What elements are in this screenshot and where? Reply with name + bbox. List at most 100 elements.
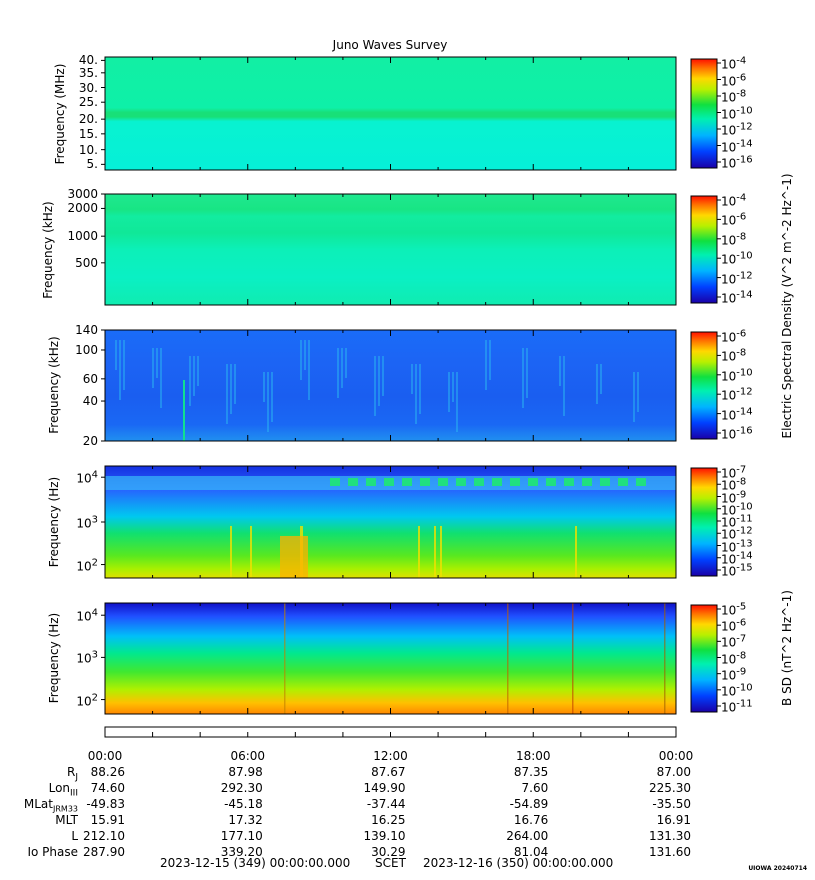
panel3-emission bbox=[304, 340, 306, 370]
panel3-colorbar-tick-label: 10-6 bbox=[721, 328, 747, 345]
panel3-colorbar-tick-label: 10-14 bbox=[721, 406, 753, 423]
ephemeris-value: 87.98 bbox=[228, 765, 263, 779]
panel1-colorbar-tick-label: 10-16 bbox=[721, 154, 753, 171]
panel4-emission bbox=[474, 478, 484, 486]
ephemeris-value: 225.30 bbox=[649, 781, 691, 795]
panel4-colorbar-tick-label: 10-13 bbox=[721, 538, 753, 554]
ephemeris-row-label: RJ bbox=[67, 765, 78, 783]
panel3-emission bbox=[637, 372, 639, 412]
panel4-ytick-label: 103 bbox=[76, 514, 98, 531]
panel4-emission bbox=[546, 478, 556, 486]
panel1-ytick-label: 15. bbox=[78, 126, 98, 141]
panel1-ytick-label: 5. bbox=[86, 157, 98, 172]
panel3-emission bbox=[559, 356, 561, 386]
panel1-colorbar-tick-label: 10-8 bbox=[721, 88, 747, 105]
ephemeris-value: 212.10 bbox=[83, 829, 125, 843]
panel1-ytick-label: 20. bbox=[78, 112, 98, 127]
ephemeris-value: 7.60 bbox=[521, 781, 549, 795]
panel4-emission bbox=[366, 478, 376, 486]
panel3-emission bbox=[230, 364, 232, 414]
panel4-emission bbox=[384, 478, 394, 486]
ephemeris-value: 16.91 bbox=[656, 813, 691, 827]
panel3-emission bbox=[411, 364, 413, 394]
panel4-emission bbox=[402, 478, 412, 486]
ephemeris-value: 87.67 bbox=[371, 765, 406, 779]
panel5-emission bbox=[284, 603, 286, 714]
panel4-emission bbox=[230, 526, 232, 578]
panel4-colorbar-tick-label: 10-14 bbox=[721, 550, 753, 567]
panel1-colorbar bbox=[690, 58, 718, 169]
panel3-emission bbox=[596, 364, 598, 404]
ephemeris-value: 87.00 bbox=[656, 765, 691, 779]
panel3-emission bbox=[123, 340, 125, 390]
panel3-spectrogram bbox=[105, 330, 676, 441]
panel4-emission bbox=[582, 478, 592, 486]
ephemeris-value: 287.90 bbox=[83, 845, 125, 859]
panel3-emission bbox=[448, 372, 450, 412]
panel5-colorbar bbox=[690, 604, 718, 713]
bsd-colorbar-label: B SD (nT^2 Hz^-1) bbox=[780, 590, 794, 706]
panel4-colorbar bbox=[690, 467, 718, 577]
panel5-colorbar-tick-label: 10-11 bbox=[721, 698, 753, 715]
ephemeris-value: 30.29 bbox=[371, 845, 406, 859]
panel2-ytick-label: 1000 bbox=[67, 229, 98, 244]
panel3-emission bbox=[308, 340, 310, 400]
ephemeris-row-label: MLatJRM33 bbox=[23, 797, 78, 814]
panel3-emission bbox=[452, 372, 454, 402]
panel1-ytick-label: 30. bbox=[78, 80, 98, 95]
panel3-emission bbox=[419, 364, 421, 414]
scet-start: 2023-12-15 (349) 00:00:00.000 bbox=[160, 856, 351, 870]
ephemeris-value: 87.35 bbox=[513, 765, 549, 779]
time-tick-label: 00:00 bbox=[87, 749, 123, 763]
panel3-emission bbox=[271, 372, 273, 422]
panel2-ylabel: Frequency (kHz) bbox=[41, 201, 55, 299]
panel5-ylabel: Frequency (Hz) bbox=[47, 612, 61, 704]
version-stamp: UIOWA 20240714 bbox=[748, 865, 807, 872]
panel5-emission bbox=[572, 603, 574, 714]
ephemeris-value: -37.44 bbox=[366, 797, 406, 811]
ephemeris-value: 74.60 bbox=[90, 781, 125, 795]
panel4-colorbar-tick-label: 10-15 bbox=[721, 562, 753, 579]
panel3-emission bbox=[456, 372, 458, 432]
panel4-colorbar-tick-label: 10-12 bbox=[721, 525, 753, 542]
ephemeris-value: 264.00 bbox=[506, 829, 549, 843]
panel3-emission bbox=[197, 356, 199, 386]
ephemeris-value: 16.76 bbox=[513, 813, 549, 827]
time-tick-label: 12:00 bbox=[373, 749, 408, 763]
panel3-colorbar bbox=[690, 331, 718, 440]
panel3-emission bbox=[193, 356, 195, 396]
panel5-spectrogram bbox=[105, 603, 676, 714]
ephemeris-value: 15.91 bbox=[90, 813, 125, 827]
panel3-emission bbox=[563, 356, 565, 416]
panel1-colorbar-tick-label: 10-6 bbox=[721, 72, 747, 88]
panel4-burst bbox=[280, 536, 308, 578]
panel3-emission bbox=[526, 348, 528, 398]
panel3-emission bbox=[189, 356, 191, 406]
ephemeris-value: 177.10 bbox=[220, 829, 263, 843]
panel5-colorbar-tick-label: 10-9 bbox=[721, 666, 747, 683]
ephemeris-row-label: MLT bbox=[55, 813, 78, 827]
panel3-emission bbox=[633, 372, 635, 422]
ephemeris-value: 88.26 bbox=[90, 765, 125, 779]
panel4-emission bbox=[348, 478, 358, 486]
panel3-colorbar-tick-label: 10-12 bbox=[721, 386, 753, 403]
panel4-emission bbox=[528, 478, 538, 486]
panel3-ytick-label: 20 bbox=[82, 434, 98, 448]
electric-colorbar-label: Electric Spectral Density (V^2 m^-2 Hz^-… bbox=[780, 173, 794, 439]
ephemeris-value: -35.50 bbox=[652, 797, 691, 811]
ephemeris-row-label: LonIII bbox=[48, 781, 78, 799]
panel4-emission bbox=[434, 526, 436, 578]
panel4-emission bbox=[492, 478, 502, 486]
panel1-colorbar-tick-label: 10-14 bbox=[721, 138, 753, 154]
panel2-colorbar-tick-label: 10-12 bbox=[721, 270, 753, 287]
panel3-emission bbox=[374, 356, 376, 416]
panel1-colorbar-tick-label: 10-12 bbox=[721, 121, 753, 138]
panel5-ytick-label: 103 bbox=[76, 649, 98, 666]
panel2-colorbar bbox=[690, 195, 718, 304]
panel3-emission bbox=[263, 372, 265, 402]
time-tick-label: 00:00 bbox=[658, 749, 694, 763]
panel5-colorbar-tick-label: 10-8 bbox=[721, 650, 747, 666]
ephemeris-value: -45.18 bbox=[224, 797, 263, 811]
panel3-colorbar-tick-label: 10-10 bbox=[721, 367, 753, 384]
panel5-ytick-label: 104 bbox=[76, 607, 98, 624]
